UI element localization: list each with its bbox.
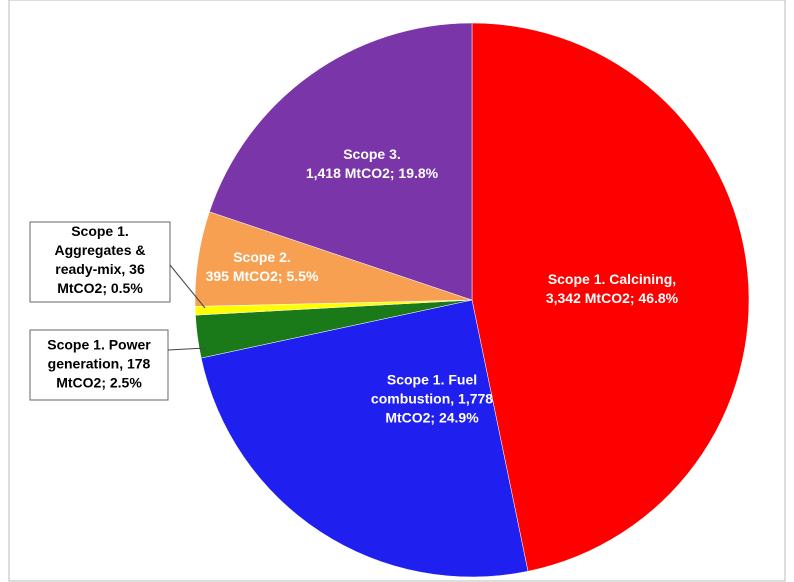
pie-slice: [209, 22, 473, 301]
pie-slice: [200, 299, 529, 578]
data-label: Scope 3.: [343, 146, 401, 162]
data-label: 3,342 MtCO2; 46.8%: [546, 290, 679, 306]
data-label: Scope 2.: [233, 249, 291, 265]
data-label: 395 MtCO2; 5.5%: [206, 268, 319, 284]
data-label: Aggregates &: [54, 242, 145, 258]
label-box: [29, 329, 169, 401]
data-label: Scope 1.: [71, 223, 129, 239]
data-label: MtCO2; 24.9%: [385, 410, 479, 426]
data-label: Scope 1. Calcining,: [548, 271, 676, 287]
label-box: [29, 221, 171, 303]
data-label: MtCO2; 2.5%: [56, 375, 142, 391]
data-label: Scope 1. Power: [47, 337, 151, 353]
leader-line: [169, 264, 206, 309]
data-label: Scope 1. Fuel: [387, 372, 477, 388]
pie-slice: [471, 22, 750, 572]
data-label: MtCO2; 0.5%: [57, 280, 143, 296]
data-label: combustion, 1,778: [371, 391, 493, 407]
leader-line: [167, 347, 207, 351]
data-label: generation, 178: [48, 356, 151, 372]
data-label: 1,418 MtCO2; 19.8%: [306, 165, 439, 181]
data-label: ready-mix, 36: [55, 261, 145, 277]
